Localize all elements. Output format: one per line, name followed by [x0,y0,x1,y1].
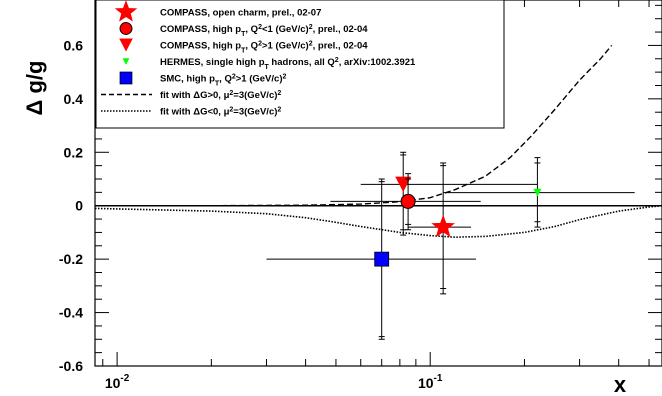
data-point-triangle-down-small [533,188,542,197]
y-tick-label: 0.4 [64,91,84,107]
data-point-triangle-down [395,176,412,193]
y-tick-label: -0.2 [59,251,83,267]
plot-frame [94,0,662,367]
data-point-group [360,151,538,236]
legend-marker-star [114,0,138,22]
legend-marker-triangle-down [119,38,133,52]
y-tick-label: -0.6 [59,358,83,374]
legend-label: fit with ΔG>0, μ2=3(GeV/c)2 [160,90,281,102]
x-axis-title: x [614,372,627,396]
legend-label: COMPASS, high pT, Q2>1 (GeV/c)2, prel., … [160,40,368,54]
legend-box [95,0,505,129]
fit-curves [94,44,662,239]
legend-label: COMPASS, open charm, prel., 02-07 [160,8,321,19]
legend-label: fit with ΔG<0, μ2=3(GeV/c)2 [160,106,281,118]
data-point-group [330,173,481,231]
data-point-group [408,162,472,295]
legend: COMPASS, open charm, prel., 02-07 COMPASS… [95,0,505,129]
y-tick-label: 0 [75,198,83,214]
data-points [266,151,635,340]
legend-marker-circle [119,22,133,35]
legend-label: COMPASS, high pT, Q2<1 (GeV/c)2, prel., … [160,24,368,38]
data-point-star [431,214,455,238]
y-tick-label: -0.4 [59,305,83,321]
x-tick-label: 10-2 [105,373,130,391]
y-tick-label: 0.6 [64,37,84,53]
data-point-group [443,157,635,228]
data-point-circle [400,193,416,209]
y-tick-label: 0.2 [64,144,84,160]
legend-label: HERMES, single high pT hadrons, all Q2, … [160,57,416,71]
fit-curve-positive [95,44,613,207]
legend-label: SMC, high pT, Q2>1 (GeV/c)2 [160,73,286,87]
x-tick-label: 10-1 [418,373,443,391]
data-point-square [374,251,390,267]
fit-curve-negative [94,204,662,239]
legend-marker-triangle-down-small [122,58,130,65]
y-axis-title: Δ g/g [22,61,47,116]
legend-marker-square [119,71,133,85]
data-point-group [266,178,476,340]
